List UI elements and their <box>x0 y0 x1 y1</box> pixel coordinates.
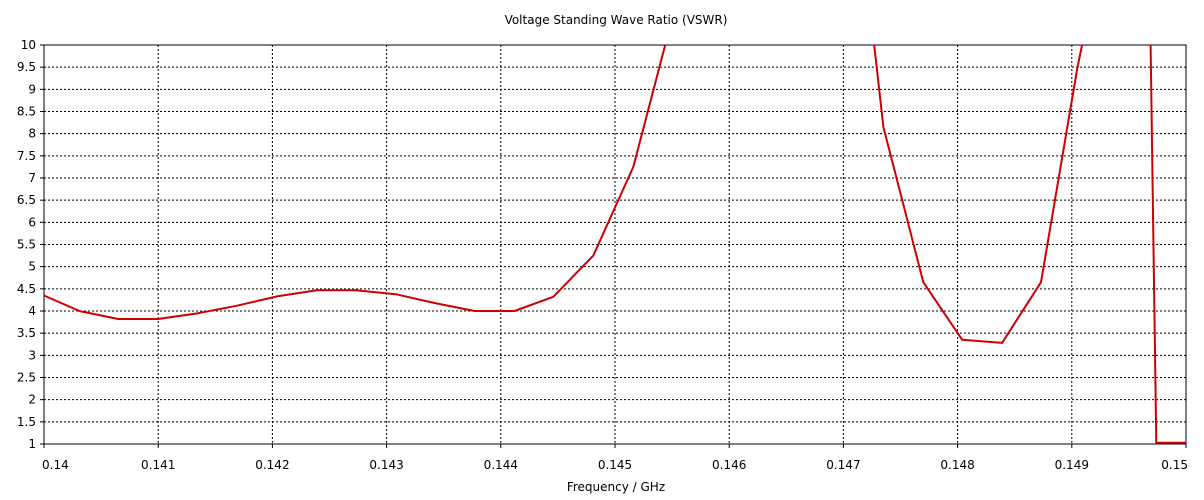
vswr-data-point <box>1001 342 1003 344</box>
vswr-data-point <box>664 44 666 46</box>
vswr-data-point <box>1155 441 1158 444</box>
y-tick-label: 2.5 <box>17 371 36 385</box>
vswr-data-point <box>922 281 925 284</box>
y-tick-label: 1.5 <box>17 415 36 429</box>
x-tick-label: 0.146 <box>712 458 746 472</box>
y-tick-label: 6.5 <box>17 193 36 207</box>
x-tick-label: 0.145 <box>598 458 632 472</box>
y-tick-label: 5 <box>28 260 36 274</box>
grid-lines <box>44 45 1186 444</box>
vswr-line-segment <box>1149 44 1186 444</box>
x-tick-label: 0.15 <box>1161 458 1188 472</box>
x-tick-label: 0.149 <box>1055 458 1089 472</box>
vswr-data-point <box>552 296 555 298</box>
y-tick-label: 7.5 <box>17 149 36 163</box>
vswr-data-point <box>43 294 45 297</box>
vswr-data-point <box>117 318 119 320</box>
vswr-data-point <box>394 293 397 296</box>
vswr-data-point <box>873 44 875 46</box>
y-tick-label: 7 <box>28 171 36 185</box>
tick-labels: 0.14 0.141 0.142 0.143 0.144 0.145 0.146 0.147 0… <box>17 38 1188 472</box>
vswr-data-point <box>276 295 278 298</box>
x-tick-label: 0.144 <box>484 458 518 472</box>
vswr-data-point <box>1149 44 1152 46</box>
vswr-data-point <box>473 310 476 312</box>
vswr-data-point <box>961 339 963 341</box>
x-tick-label: 0.141 <box>141 458 175 472</box>
chart-title: Voltage Standing Wave Ratio (VSWR) <box>505 13 728 27</box>
vswr-data-point <box>592 254 595 257</box>
vswr-data-point <box>1081 44 1083 46</box>
x-tick-label: 0.143 <box>369 458 403 472</box>
x-tick-label: 0.148 <box>940 458 974 472</box>
vswr-data-point <box>1185 441 1187 444</box>
vswr-data-point <box>1076 66 1079 68</box>
y-tick-label: 3 <box>28 348 36 362</box>
y-tick-label: 6 <box>28 215 36 229</box>
vswr-data-point <box>78 310 81 312</box>
y-tick-label: 4.5 <box>17 282 36 296</box>
vswr-series <box>43 44 1187 444</box>
y-tick-label: 4 <box>28 304 36 318</box>
vswr-data-point <box>882 126 885 128</box>
y-tick-label: 1 <box>28 437 36 451</box>
vswr-data-point <box>197 312 199 315</box>
y-tick-label: 3.5 <box>17 326 36 340</box>
vswr-data-point <box>433 302 436 304</box>
vswr-data-point <box>316 289 318 292</box>
y-tick-label: 8.5 <box>17 105 36 119</box>
plot-area-frame <box>43 44 1187 445</box>
vswr-data-point <box>236 304 238 307</box>
y-tick-label: 9.5 <box>17 60 36 74</box>
vswr-line-segment <box>43 44 667 320</box>
vswr-data-point <box>632 166 635 168</box>
vswr-data-point <box>513 310 516 312</box>
x-tick-label: 0.147 <box>826 458 860 472</box>
x-tick-label: 0.14 <box>42 458 69 472</box>
y-tick-label: 10 <box>21 38 36 52</box>
vswr-data-point <box>157 318 159 320</box>
vswr-line-segment <box>1076 44 1084 68</box>
x-axis-label: Frequency / GHz <box>567 480 665 494</box>
y-tick-label: 5.5 <box>17 238 36 252</box>
y-tick-label: 2 <box>28 393 36 407</box>
x-tick-label: 0.142 <box>255 458 289 472</box>
y-tick-label: 9 <box>28 82 36 96</box>
y-tick-label: 8 <box>28 127 36 141</box>
vswr-data-point <box>355 289 357 292</box>
vswr-data-point <box>1040 281 1042 284</box>
